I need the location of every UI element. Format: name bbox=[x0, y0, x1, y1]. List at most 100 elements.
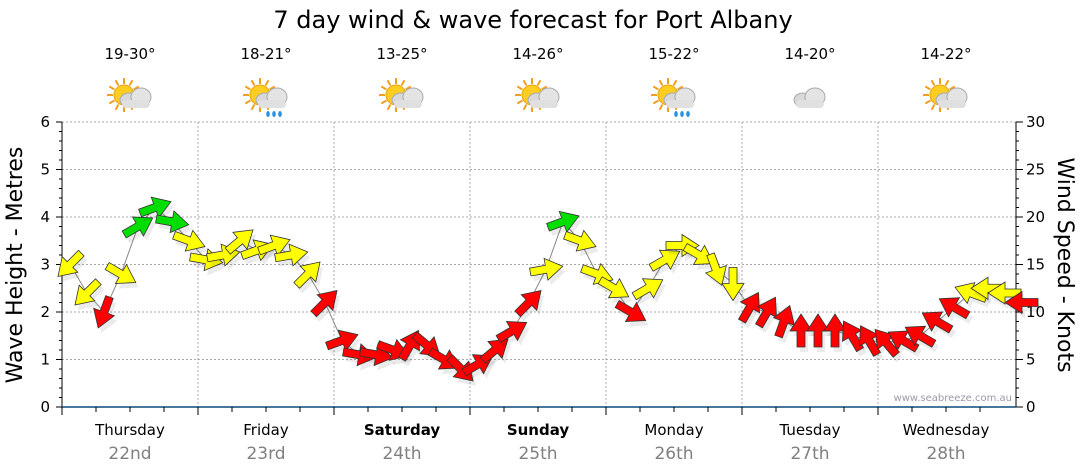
raindrop bbox=[686, 111, 690, 117]
sun-ray bbox=[522, 104, 528, 111]
left-tick-label: 2 bbox=[40, 303, 50, 321]
wind-arrow bbox=[138, 196, 172, 219]
chart-title: 7 day wind & wave forecast for Port Alba… bbox=[273, 6, 792, 34]
day-temp: 19-30° bbox=[104, 45, 155, 63]
cloud-part bbox=[796, 100, 824, 108]
cloud-part bbox=[666, 100, 694, 108]
left-tick-label: 3 bbox=[40, 256, 50, 274]
right-axis-title: Wind Speed - Knots bbox=[1052, 157, 1077, 372]
day-date: 22nd bbox=[108, 444, 151, 464]
sun-ray bbox=[133, 85, 140, 91]
sun-ray bbox=[386, 104, 392, 111]
wind-arrow bbox=[904, 325, 937, 348]
sun-ray bbox=[541, 85, 548, 91]
sun-cloud-icon bbox=[379, 78, 424, 112]
left-tick-label: 1 bbox=[40, 351, 50, 369]
wind-arrow bbox=[121, 216, 154, 239]
wind-arrow bbox=[704, 252, 727, 286]
day-name: Thursday bbox=[94, 421, 165, 439]
wind-arrow bbox=[293, 261, 321, 289]
sun-ray bbox=[386, 79, 392, 86]
wind-arrow bbox=[546, 210, 580, 233]
wind-arrow bbox=[529, 257, 564, 281]
cloud-part bbox=[394, 100, 422, 108]
day-temp: 18-21° bbox=[240, 45, 291, 63]
wind-arrow bbox=[842, 320, 865, 353]
sun-ray bbox=[672, 79, 678, 86]
wind-arrow bbox=[495, 321, 528, 344]
wind-arrow bbox=[737, 291, 760, 324]
wind-arrow bbox=[172, 229, 206, 252]
wind-arrow-shadow bbox=[991, 287, 1024, 309]
wind-arrow bbox=[274, 243, 309, 267]
right-tick-label: 30 bbox=[1026, 113, 1045, 131]
left-axis-title: Wave Height - Metres bbox=[3, 147, 28, 384]
wind-arrow bbox=[325, 329, 359, 352]
sun-cloud-icon bbox=[107, 78, 152, 112]
raindrop bbox=[680, 111, 684, 117]
sun-cloud-rain-icon bbox=[243, 78, 288, 117]
sun-ray bbox=[677, 85, 684, 91]
sun-ray bbox=[516, 85, 523, 91]
right-tick-label: 20 bbox=[1026, 208, 1045, 226]
right-tick-label: 25 bbox=[1026, 161, 1045, 179]
wind-arrow bbox=[359, 343, 394, 367]
sun-ray bbox=[930, 104, 936, 111]
day-name: Friday bbox=[243, 421, 289, 439]
wind-arrow bbox=[57, 249, 85, 278]
day-date: 28th bbox=[926, 444, 965, 464]
sun-ray bbox=[652, 85, 659, 91]
wind-arrow bbox=[806, 313, 830, 348]
day-name: Saturday bbox=[364, 421, 441, 439]
sun-cloud-icon bbox=[515, 78, 560, 112]
wind-arrow bbox=[754, 296, 777, 329]
day-temp: 13-25° bbox=[376, 45, 427, 63]
sun-ray bbox=[250, 79, 256, 86]
wind-arrow bbox=[93, 295, 116, 329]
wind-arrow bbox=[772, 304, 795, 339]
wind-arrow bbox=[104, 261, 137, 284]
day-date: 26th bbox=[654, 444, 693, 464]
cloud-part bbox=[938, 100, 966, 108]
cloud-part bbox=[258, 100, 286, 108]
day-date: 27th bbox=[790, 444, 829, 464]
sun-cloud-rain-icon bbox=[651, 78, 696, 117]
wind-arrow bbox=[938, 297, 971, 320]
wind-arrow bbox=[479, 338, 509, 364]
day-name: Wednesday bbox=[903, 421, 990, 439]
sun-ray bbox=[250, 104, 256, 111]
cloud-icon bbox=[793, 87, 826, 108]
watermark: www.seabreeze.com.au bbox=[894, 393, 1012, 404]
sun-ray bbox=[652, 99, 659, 105]
right-tick-label: 15 bbox=[1026, 256, 1045, 274]
right-tick-label: 0 bbox=[1026, 398, 1036, 416]
wind-arrow bbox=[614, 299, 647, 322]
cloud-part bbox=[122, 100, 150, 108]
wind-arrow bbox=[563, 229, 597, 252]
sun-ray bbox=[658, 79, 664, 86]
wind-arrow bbox=[721, 267, 745, 302]
day-date: 23rd bbox=[246, 444, 285, 464]
wind-arrow bbox=[631, 278, 664, 301]
sun-ray bbox=[114, 104, 120, 111]
wind-arrow bbox=[514, 289, 542, 318]
wind-arrows bbox=[57, 196, 1041, 387]
raindrop bbox=[266, 111, 270, 117]
day-date: 24th bbox=[382, 444, 421, 464]
sun-ray bbox=[244, 99, 251, 105]
grid bbox=[62, 121, 1016, 407]
wind-arrow bbox=[682, 242, 715, 265]
cloud-part bbox=[530, 100, 558, 108]
sun-ray bbox=[264, 79, 270, 86]
wind-arrow bbox=[987, 281, 1022, 305]
sun-ray bbox=[108, 99, 115, 105]
right-tick-label: 5 bbox=[1026, 351, 1036, 369]
wind-arrow bbox=[310, 289, 338, 318]
left-tick-label: 5 bbox=[40, 161, 50, 179]
right-tick-label: 10 bbox=[1026, 303, 1045, 321]
sun-ray bbox=[244, 85, 251, 91]
sun-ray bbox=[114, 79, 120, 86]
wind-arrow bbox=[74, 278, 102, 306]
day-temp: 15-22° bbox=[648, 45, 699, 63]
